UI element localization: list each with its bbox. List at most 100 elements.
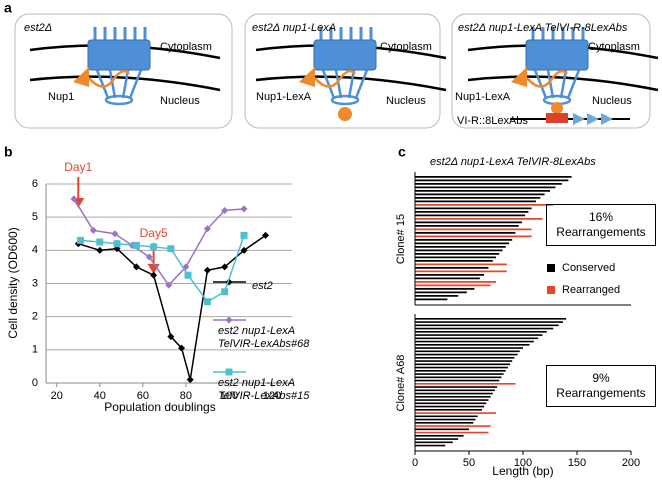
legend-label: est2 (252, 280, 273, 292)
bar (415, 321, 563, 323)
series-line (78, 234, 266, 380)
annotation: 16% Rearrangements (546, 204, 656, 246)
diagram-label: Nup1 (48, 91, 74, 103)
panel-frame (244, 13, 441, 129)
lexa (338, 107, 352, 121)
bar (415, 425, 491, 427)
bar (415, 186, 556, 189)
bar (415, 344, 530, 346)
x-tick-label: 20 (51, 390, 63, 402)
marker (132, 263, 140, 271)
marker (76, 236, 84, 244)
marker (240, 246, 248, 254)
bar (415, 347, 523, 349)
bar (415, 246, 506, 248)
x-tick-label: 50 (463, 457, 475, 469)
legend-swatch (547, 264, 555, 272)
bar (415, 235, 532, 238)
diagram-label: Nucleus (160, 95, 200, 107)
bar (415, 363, 511, 366)
sites (573, 113, 613, 125)
bar (415, 386, 498, 388)
legend-label: Conserved (562, 262, 615, 274)
bar (415, 360, 513, 362)
diagram-label: VI-R::8LexAbs (457, 115, 528, 127)
y-tick-label: 4 (32, 244, 38, 256)
y-tick-label: 5 (32, 211, 38, 223)
marker (113, 240, 121, 248)
x-tick-label: 100 (220, 390, 238, 402)
bar (415, 225, 519, 227)
y-tick-label: 0 (32, 377, 38, 389)
bar (415, 318, 567, 320)
x-axis-label: Population doublings (104, 400, 215, 414)
marker (132, 241, 140, 249)
marker (203, 298, 211, 306)
marker (203, 266, 211, 274)
panel-label: a (4, 0, 12, 16)
marker (221, 207, 229, 215)
bar (415, 218, 543, 220)
marker (225, 316, 233, 324)
marker (221, 288, 229, 296)
x-axis-label: Length (bp) (492, 464, 553, 478)
marker (89, 226, 97, 234)
bar (415, 428, 469, 431)
marker (203, 225, 211, 233)
bar (415, 281, 496, 283)
bar (415, 214, 526, 217)
chart-title: est2Δ nup1-LexA TelVIR-8LexAbs (430, 156, 596, 168)
y-tick-label: 3 (32, 277, 38, 289)
legend-label: est2 nup1-LexA TelVIR-LexAbs#68 (218, 325, 310, 350)
bar (415, 228, 532, 231)
diagram-title: est2Δ (24, 22, 52, 34)
bar (415, 366, 508, 369)
y-tick-label: 6 (32, 178, 38, 190)
bar (415, 274, 485, 276)
bar (415, 239, 513, 241)
x-tick-label: 200 (622, 457, 640, 469)
bar (415, 383, 516, 385)
bar (415, 441, 453, 444)
diagram-panel: est2Δ nup1-LexA Cytoplasm Nup1-LexA Nucl… (244, 13, 448, 129)
bar (415, 435, 464, 437)
x-tick-label: 60 (137, 390, 149, 402)
bar (415, 337, 539, 340)
bar (415, 288, 475, 290)
series-line (80, 235, 245, 303)
bar (415, 232, 516, 234)
diagram-label: Cytoplasm (160, 41, 212, 53)
marker (184, 271, 192, 279)
bar (415, 190, 550, 192)
marker (186, 376, 194, 384)
marker (225, 368, 233, 376)
marker (70, 195, 78, 203)
marker (165, 281, 173, 289)
bar (415, 392, 493, 395)
bar (415, 444, 446, 447)
bar (415, 376, 502, 379)
panel-label: Clone# 15 (395, 214, 407, 264)
bar (415, 291, 467, 294)
bar (415, 298, 448, 301)
bar (415, 334, 543, 336)
bar (415, 284, 491, 287)
annotation: 9% Rearrangements (546, 365, 656, 407)
bar (415, 176, 572, 178)
bar (415, 350, 520, 353)
y-axis-label: Cell density (OD600) (6, 227, 20, 338)
panel-frame (14, 13, 233, 129)
diagram-label: Nup1-LexA (256, 91, 312, 103)
bar (415, 295, 459, 297)
x-tick-label: 40 (94, 390, 106, 402)
y-tick-label: 2 (32, 311, 38, 323)
marker (150, 243, 158, 251)
bar (415, 270, 507, 273)
bar (415, 438, 459, 440)
bar (415, 412, 496, 414)
marker (111, 230, 119, 238)
bar (415, 415, 478, 418)
marker (221, 263, 229, 271)
panel-label: c (398, 144, 406, 160)
marker (96, 238, 104, 246)
